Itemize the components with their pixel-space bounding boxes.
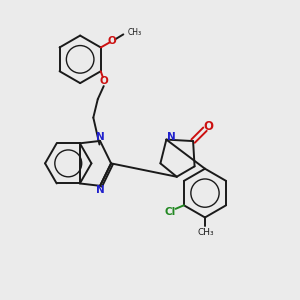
Text: O: O <box>108 36 116 46</box>
Text: N: N <box>96 185 105 195</box>
Text: O: O <box>99 76 108 86</box>
Text: Cl: Cl <box>165 207 176 218</box>
Text: N: N <box>96 132 105 142</box>
Text: O: O <box>203 120 213 133</box>
Text: N: N <box>167 132 176 142</box>
Text: CH₃: CH₃ <box>198 228 214 237</box>
Text: CH₃: CH₃ <box>128 28 142 37</box>
